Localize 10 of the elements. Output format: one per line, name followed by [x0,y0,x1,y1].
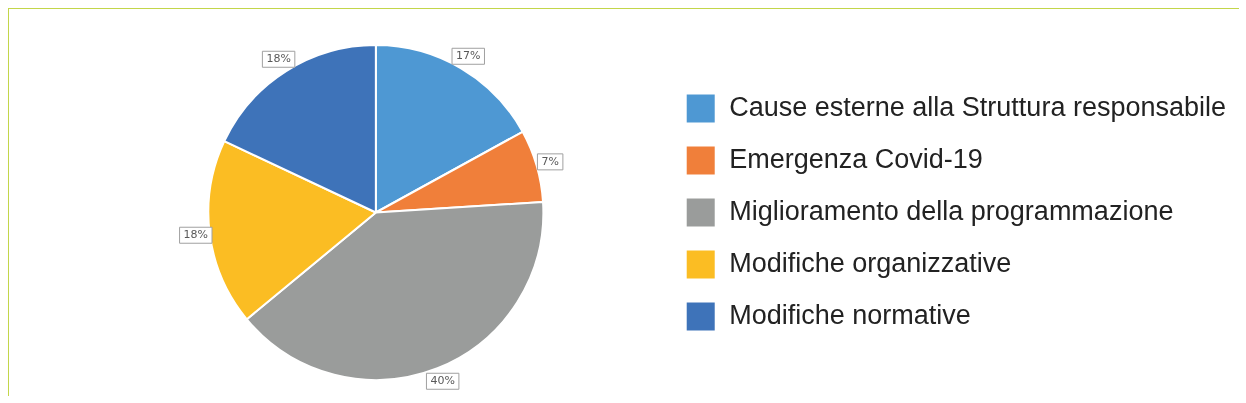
legend-label: Cause esterne alla Struttura responsabile [729,91,1227,122]
data-label: 18% [266,52,291,66]
legend-label: Emergenza Covid-19 [729,143,983,174]
data-label: 18% [183,228,209,242]
legend-label: Miglioramento della programmazione [729,195,1174,226]
legend-label: Modifiche normative [729,299,971,330]
legend-label: Modifiche organizzative [729,247,1012,278]
data-label: 7% [541,154,559,168]
data-label: 40% [430,374,455,388]
data-label: 17% [456,49,481,63]
